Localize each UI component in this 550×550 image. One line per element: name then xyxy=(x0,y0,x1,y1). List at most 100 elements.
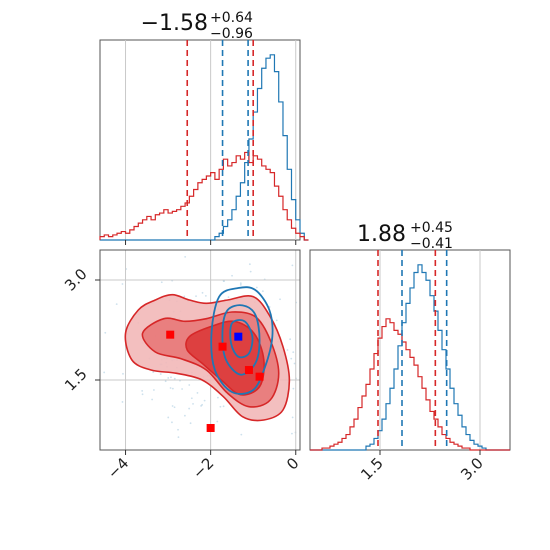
scatter-sample xyxy=(240,433,243,436)
scatter-sample xyxy=(151,398,154,401)
red-marker-2 xyxy=(244,366,253,374)
panel-top-left-frame xyxy=(99,39,301,241)
title-minus: −0.41 xyxy=(410,236,453,252)
panel-top-left-ticks xyxy=(125,240,297,245)
scatter-sample xyxy=(192,402,194,405)
scatter-sample xyxy=(216,420,219,423)
panel-bottom-right-grid xyxy=(379,250,481,450)
scatter-sample xyxy=(239,282,242,285)
scatter-sample xyxy=(289,338,292,341)
panel-bottom-right-ticks: 1.5 3.0 xyxy=(357,450,487,484)
scatter-sample xyxy=(249,270,252,273)
scatter-sample xyxy=(173,377,176,380)
scatter-sample xyxy=(141,390,144,392)
x-tick-label-0: 1.5 xyxy=(357,454,387,484)
scatter-sample xyxy=(171,405,174,407)
y-tick-label-0: 1.5 xyxy=(61,365,91,395)
scatter-sample xyxy=(188,407,191,410)
scatter-sample xyxy=(219,405,222,408)
scatter-sample xyxy=(167,416,170,419)
scatter-sample xyxy=(173,406,176,409)
scatter-sample xyxy=(203,399,206,402)
scatter-sample xyxy=(171,387,174,390)
scatter-sample xyxy=(196,392,199,394)
x-tick-label-1: −2 xyxy=(189,454,217,482)
scatter-sample xyxy=(181,388,183,390)
scatter-sample xyxy=(290,357,293,360)
scatter-sample xyxy=(200,405,202,407)
scatter-sample xyxy=(190,397,193,400)
panel-top-left-title: −1.58 +0.64 −0.96 xyxy=(141,10,253,42)
scatter-sample xyxy=(231,274,233,277)
scatter-sample xyxy=(167,377,170,379)
scatter-sample xyxy=(169,387,172,389)
scatter-sample xyxy=(291,416,294,419)
scatter-sample xyxy=(239,283,242,286)
red-marker-0 xyxy=(166,330,175,339)
x-tick-label-2: 0 xyxy=(283,454,302,473)
scatter-sample xyxy=(291,264,294,267)
scatter-sample xyxy=(292,351,295,354)
blue-contour-middle xyxy=(221,304,261,376)
red-marker-3 xyxy=(255,372,264,381)
x-tick-label-0: −4 xyxy=(104,454,132,482)
scatter-sample xyxy=(292,387,295,390)
scatter-sample xyxy=(222,405,225,408)
title-plus: +0.64 xyxy=(210,10,253,26)
panel-top-left-grid xyxy=(125,40,297,240)
scatter-sample xyxy=(121,283,124,285)
scatter-sample xyxy=(279,298,281,301)
scatter-sample xyxy=(104,331,107,334)
scatter-sample xyxy=(291,432,293,435)
panel-top-left-histograms xyxy=(99,54,309,241)
scatter-sample xyxy=(184,414,186,417)
panel-bottom-left-markers xyxy=(166,330,264,432)
scatter-sample xyxy=(195,295,197,298)
title-value: 1.88 xyxy=(357,222,406,247)
panel-bottom-left: −4 −2 0 1.5 3.0 xyxy=(61,249,303,482)
scatter-sample xyxy=(201,291,204,294)
y-tick-label-1: 3.0 xyxy=(61,265,91,295)
scatter-sample xyxy=(141,393,144,396)
blue-contour-outer xyxy=(210,286,274,395)
panel-top-left-quantile-lines xyxy=(186,40,254,240)
scatter-sample xyxy=(153,389,155,391)
scatter-sample xyxy=(115,303,118,306)
scatter-sample xyxy=(188,384,191,386)
scatter-sample xyxy=(184,255,187,258)
scatter-sample xyxy=(286,349,289,351)
scatter-sample xyxy=(103,371,106,374)
scatter-sample xyxy=(152,371,155,373)
red-marker-1 xyxy=(218,342,227,351)
panel-bottom-right: 1.5 3.0 1.88 +0.45 −0.41 xyxy=(309,220,511,484)
scatter-sample xyxy=(171,421,173,424)
scatter-sample xyxy=(160,281,163,284)
scatter-sample xyxy=(177,428,179,431)
scatter-sample xyxy=(227,296,230,299)
panel-bottom-left-red-contours xyxy=(124,293,291,422)
scatter-sample xyxy=(121,401,124,403)
scatter-sample xyxy=(189,422,192,425)
scatter-sample xyxy=(183,295,186,298)
scatter-sample xyxy=(293,362,296,365)
histogram-series-0 xyxy=(100,54,309,241)
title-value: −1.58 xyxy=(141,11,208,36)
red-marker-4 xyxy=(206,424,215,432)
scatter-sample xyxy=(255,286,258,289)
title-minus: −0.96 xyxy=(210,26,253,42)
histogram-series-0 xyxy=(310,264,510,451)
panel-bottom-right-title: 1.88 +0.45 −0.41 xyxy=(357,220,453,252)
scatter-sample xyxy=(275,319,278,322)
panel-bottom-left-frame xyxy=(99,249,301,451)
panel-bottom-right-frame xyxy=(309,249,511,451)
x-tick-label-1: 3.0 xyxy=(457,454,487,484)
panel-bottom-right-quantile-lines xyxy=(377,250,448,450)
scatter-sample xyxy=(261,290,264,293)
scatter-sample xyxy=(248,263,251,266)
blue-contour-inner xyxy=(229,319,254,359)
histogram-series-1 xyxy=(99,151,309,241)
scatter-sample xyxy=(204,294,207,297)
scatter-sample xyxy=(217,396,219,399)
blue-marker-0 xyxy=(234,332,243,341)
